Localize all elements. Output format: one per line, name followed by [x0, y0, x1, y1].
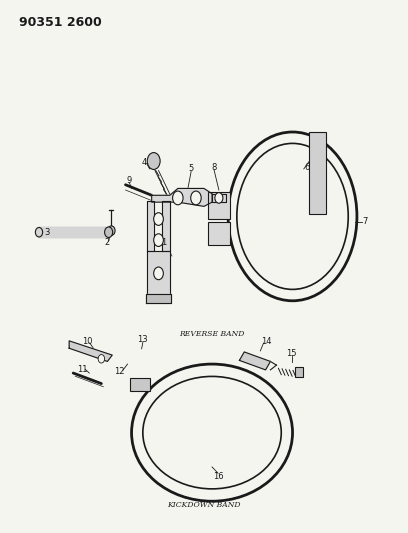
FancyBboxPatch shape	[295, 367, 304, 377]
FancyBboxPatch shape	[130, 378, 150, 391]
Circle shape	[215, 192, 223, 203]
Text: 8: 8	[211, 163, 217, 172]
Text: 2: 2	[104, 238, 109, 247]
Circle shape	[154, 234, 163, 246]
Polygon shape	[212, 193, 226, 202]
Text: 3: 3	[44, 228, 50, 237]
Circle shape	[104, 227, 113, 238]
Circle shape	[173, 191, 183, 205]
Circle shape	[108, 226, 115, 236]
Circle shape	[191, 191, 201, 205]
FancyBboxPatch shape	[308, 132, 326, 214]
Polygon shape	[147, 251, 170, 295]
Polygon shape	[152, 189, 212, 206]
Text: 15: 15	[286, 349, 297, 358]
Circle shape	[35, 228, 42, 237]
Polygon shape	[146, 294, 171, 303]
Text: 5: 5	[188, 164, 194, 173]
Text: 16: 16	[213, 472, 224, 481]
Text: 13: 13	[137, 335, 148, 344]
Circle shape	[154, 213, 163, 225]
Text: 7: 7	[362, 217, 368, 226]
Text: KICKDOWN BAND: KICKDOWN BAND	[167, 501, 241, 509]
Text: 4: 4	[142, 158, 147, 167]
FancyBboxPatch shape	[208, 222, 230, 245]
Polygon shape	[39, 228, 105, 237]
FancyBboxPatch shape	[208, 191, 230, 219]
Text: 14: 14	[261, 337, 272, 346]
Circle shape	[154, 267, 163, 280]
Circle shape	[98, 354, 104, 363]
Text: 1: 1	[161, 238, 166, 247]
Text: 9: 9	[127, 176, 132, 185]
Text: 12: 12	[114, 367, 125, 376]
Polygon shape	[162, 200, 170, 251]
Polygon shape	[147, 200, 154, 251]
Polygon shape	[239, 352, 271, 370]
Text: REVERSE BAND: REVERSE BAND	[180, 330, 245, 338]
Text: 6: 6	[304, 163, 309, 172]
Text: 90351 2600: 90351 2600	[19, 16, 102, 29]
Circle shape	[147, 152, 160, 169]
Text: 11: 11	[77, 365, 88, 374]
Text: 10: 10	[82, 337, 93, 346]
Polygon shape	[69, 341, 112, 361]
